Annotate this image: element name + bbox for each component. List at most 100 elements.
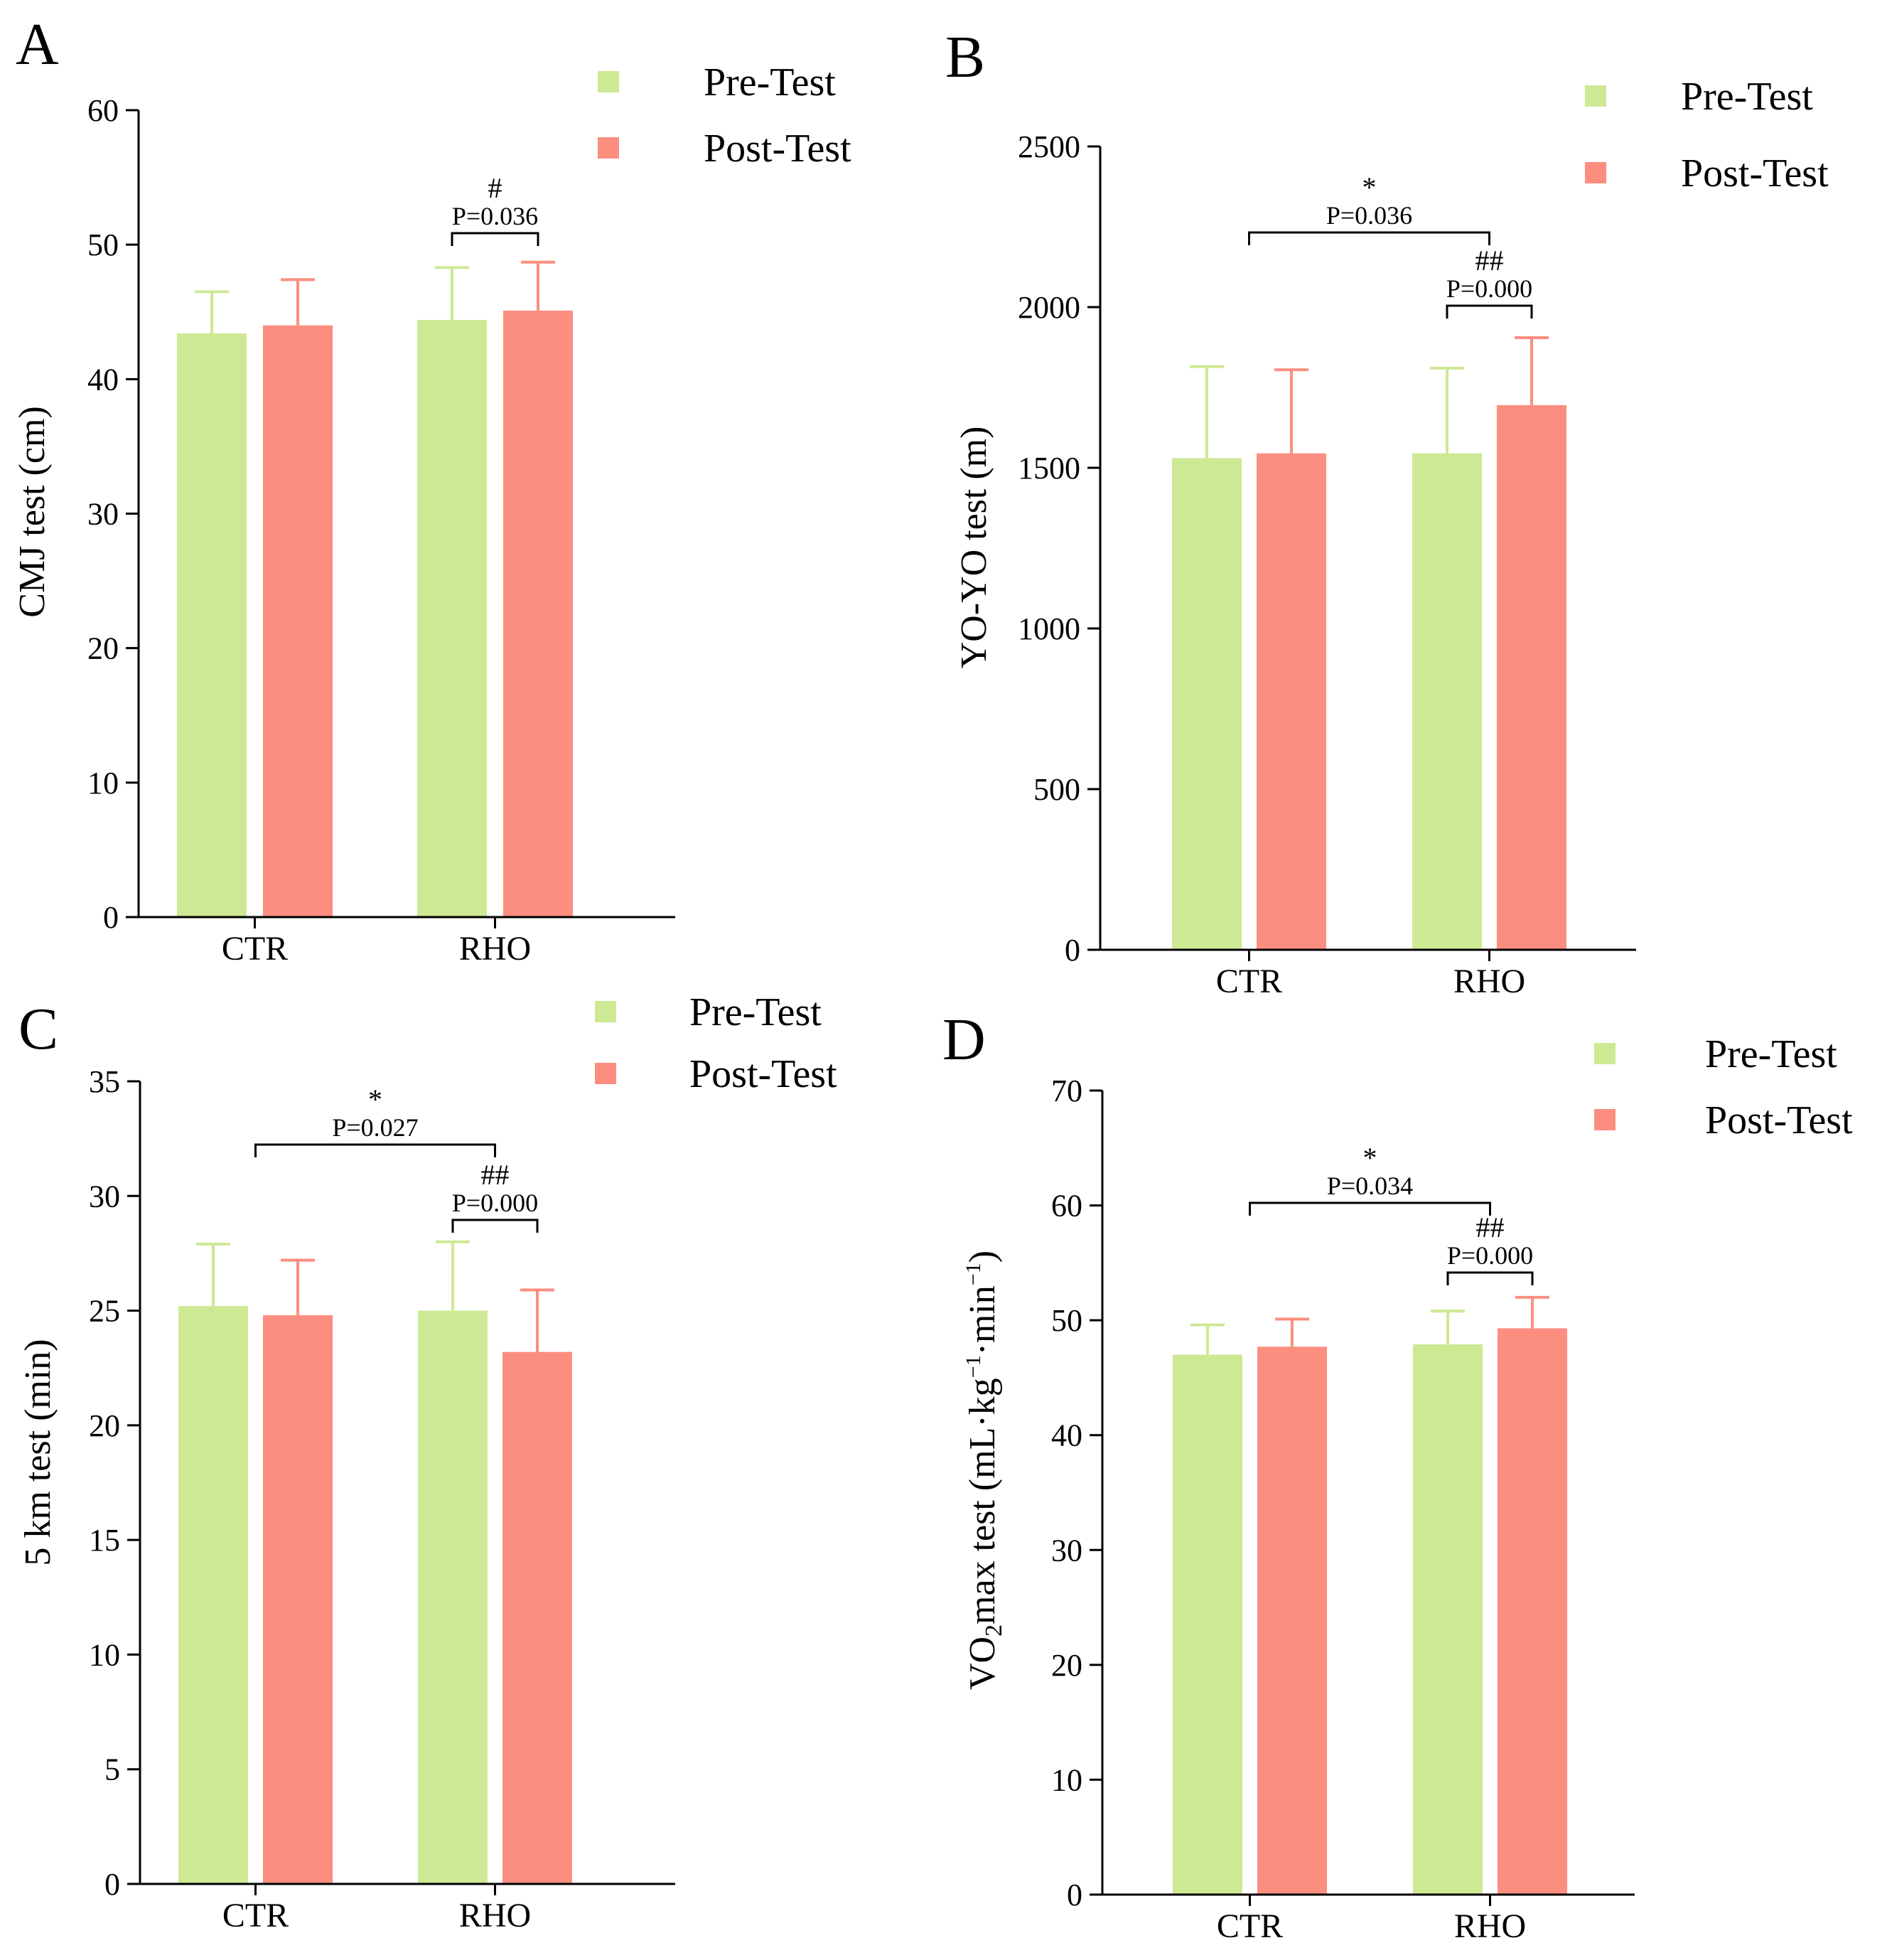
y-tick-label-d: 50: [1051, 1303, 1082, 1338]
y-tick-label-c: 0: [104, 1867, 120, 1902]
y-tick-label-b: 1500: [1018, 451, 1080, 486]
bar-d-ctr-pre: [1173, 1354, 1242, 1895]
legend-label-c-pre: Pre-Test: [689, 990, 822, 1034]
y-tick-label-a: 0: [103, 900, 119, 935]
x-tick-label-d: CTR: [1217, 1907, 1283, 1945]
panel-letter-d: D: [942, 1007, 986, 1073]
y-tick-label-b: 0: [1065, 933, 1080, 968]
significance-bracket-c-within: [451, 1219, 539, 1233]
significance-mark-a-within: #: [488, 172, 502, 204]
legend-swatch-a-pre: [598, 71, 619, 92]
y-tick-label-a: 60: [87, 93, 119, 128]
y-tick-label-d: 0: [1067, 1878, 1082, 1912]
significance-bracket-b-between: [1248, 231, 1490, 245]
legend-swatch-d-pre: [1594, 1043, 1615, 1064]
legend-label-d-pre: Pre-Test: [1705, 1032, 1837, 1076]
y-axis-label-part-d: −1: [962, 1263, 985, 1285]
chart-b: B 0 500 1000 1500 2000 2500 CTR RHO YO-YO test (m…: [945, 24, 1829, 1000]
bar-c-rho-pre: [418, 1310, 488, 1884]
legend-swatch-b-post: [1585, 162, 1606, 183]
y-tick-label-a: 10: [87, 766, 119, 800]
y-tick-label-d: 60: [1051, 1189, 1082, 1223]
significance-p-c-within: P=0.000: [452, 1189, 538, 1217]
x-tick-label-a: RHO: [459, 930, 531, 968]
y-tick-label-a: 50: [87, 227, 119, 262]
significance-bracket-a-within: [451, 232, 539, 246]
bar-b-rho-post: [1497, 405, 1566, 950]
x-tick-label-d: RHO: [1454, 1907, 1526, 1945]
y-tick-label-d: 40: [1051, 1418, 1082, 1453]
significance-bracket-b-within: [1446, 304, 1533, 318]
y-tick-label-d: 10: [1051, 1762, 1082, 1797]
y-axis-label-part-d: ·min: [962, 1285, 1003, 1355]
y-tick-label-c: 20: [89, 1408, 120, 1443]
legend-label-a-post: Post-Test: [704, 127, 851, 171]
significance-mark-b-between: *: [1362, 171, 1377, 203]
significance-p-b-within: P=0.000: [1446, 274, 1532, 303]
bar-d-ctr-post: [1257, 1346, 1327, 1895]
panel-d: D 0 10 20 30 40 50 60 70 CTR RHO VO2max test (mL·kg…: [942, 980, 1887, 1960]
significance-p-d-between: P=0.034: [1327, 1172, 1413, 1200]
legend-swatch-d-post: [1594, 1109, 1615, 1130]
y-tick-label-c: 30: [89, 1179, 120, 1214]
y-tick-label-c: 5: [104, 1752, 120, 1787]
y-tick-label-a: 30: [87, 497, 119, 532]
x-tick-label-a: CTR: [222, 930, 288, 968]
bar-b-ctr-pre: [1172, 458, 1242, 950]
y-tick-label-b: 2000: [1018, 290, 1080, 325]
x-tick-label-c: CTR: [222, 1897, 289, 1934]
significance-mark-c-between: *: [368, 1083, 382, 1115]
y-axis-label-a: CMJ test (cm): [12, 406, 53, 618]
y-axis-label-part-d: ): [962, 1251, 1003, 1263]
y-tick-label-c: 15: [89, 1523, 120, 1558]
y-axis-label-d: VO2max test (mL·kg−1·min−1): [962, 1251, 1007, 1690]
legend-label-b-pre: Pre-Test: [1681, 75, 1813, 119]
chart-a: A 0 10 20 30 40 50 60 CTR RHO CMJ test (cm) Pre-Tes…: [12, 11, 851, 968]
x-tick-label-c: RHO: [459, 1897, 531, 1934]
panel-b: B 0 500 1000 1500 2000 2500 CTR RHO YO-YO test (m…: [943, 0, 1887, 1000]
y-axis-label-part-d: 2: [981, 1624, 1007, 1637]
significance-mark-d-between: *: [1363, 1142, 1377, 1174]
y-axis-label-part-d: −1: [962, 1355, 985, 1378]
bar-a-rho-post: [503, 310, 573, 917]
legend-label-d-post: Post-Test: [1705, 1098, 1853, 1142]
bar-a-ctr-pre: [177, 333, 247, 917]
bar-d-rho-pre: [1413, 1344, 1483, 1895]
bar-c-rho-post: [502, 1351, 572, 1884]
bar-c-ctr-post: [263, 1315, 333, 1884]
y-tick-label-a: 20: [87, 631, 119, 666]
legend-swatch-c-pre: [595, 1001, 616, 1022]
bar-a-rho-pre: [417, 320, 487, 918]
significance-bracket-d-between: [1249, 1201, 1491, 1216]
bar-b-ctr-post: [1257, 453, 1326, 950]
significance-p-a-within: P=0.036: [452, 202, 538, 230]
y-tick-label-a: 40: [87, 362, 119, 397]
significance-p-b-between: P=0.036: [1326, 201, 1412, 230]
significance-mark-c-within: ##: [481, 1159, 510, 1191]
legend-swatch-c-post: [595, 1063, 616, 1084]
y-tick-label-d: 20: [1051, 1648, 1082, 1683]
panel-letter-c: C: [18, 996, 58, 1062]
y-tick-label-c: 10: [89, 1637, 120, 1672]
bar-d-rho-post: [1498, 1328, 1567, 1895]
panel-a: A 0 10 20 30 40 50 60 CTR RHO CMJ test (cm) Pre-Tes…: [0, 0, 943, 980]
bar-c-ctr-pre: [178, 1306, 248, 1884]
legend-label-c-post: Post-Test: [689, 1052, 837, 1096]
x-tick-label-b: RHO: [1453, 963, 1525, 1000]
y-tick-label-d: 30: [1051, 1533, 1082, 1568]
y-axis-label-c: 5 km test (min): [18, 1339, 58, 1565]
legend-swatch-b-pre: [1585, 85, 1606, 107]
significance-bracket-d-within: [1446, 1271, 1534, 1285]
y-axis-label-part-d: max test (mL·kg: [962, 1378, 1003, 1624]
panel-letter-a: A: [16, 11, 59, 77]
y-axis-label-b: YO-YO test (m): [954, 427, 994, 669]
bar-a-ctr-post: [263, 325, 333, 918]
bar-b-rho-pre: [1412, 453, 1482, 950]
significance-bracket-c-between: [254, 1143, 496, 1157]
chart-c: C 0 5 10 15 20 25 30 35 CTR RHO 5 km test (min) Pre-…: [18, 990, 837, 1934]
y-tick-label-c: 25: [89, 1294, 120, 1329]
panel-letter-b: B: [945, 24, 985, 90]
legend-label-b-post: Post-Test: [1681, 151, 1829, 196]
significance-mark-b-within: ##: [1475, 245, 1504, 277]
significance-p-d-within: P=0.000: [1447, 1241, 1533, 1270]
